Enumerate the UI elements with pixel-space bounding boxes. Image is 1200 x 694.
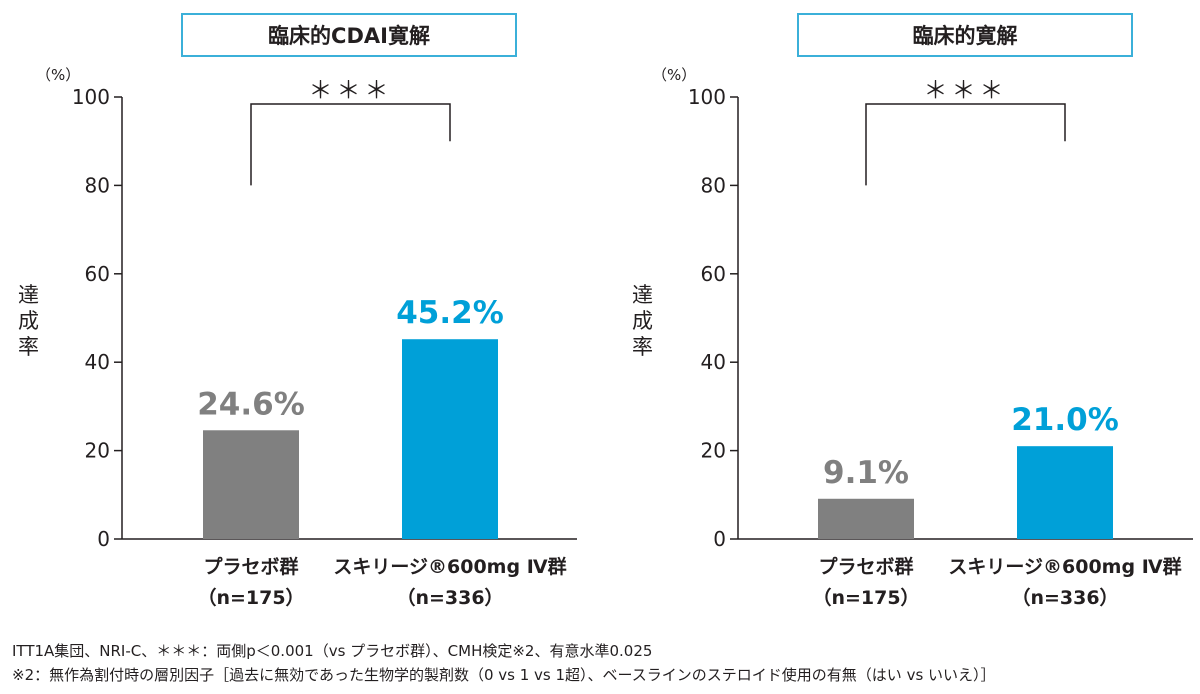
- bar-value-label: 24.6%: [197, 386, 305, 422]
- y-axis-label-char: 成: [632, 309, 653, 333]
- x-category-label: スキリージ®600mg Ⅳ群: [948, 555, 1181, 578]
- y-tick-label: 60: [85, 262, 110, 286]
- chart-title-box: [181, 13, 517, 57]
- significance-label: ＊＊＊: [924, 76, 1008, 104]
- x-category-label: プラセボ群: [818, 555, 913, 578]
- x-category-n: （n=336）: [396, 586, 503, 609]
- significance-label: ＊＊＊: [309, 76, 393, 104]
- y-tick-label: 40: [701, 350, 726, 374]
- x-category-n: （n=175）: [812, 586, 919, 609]
- bar: [818, 498, 914, 539]
- y-tick-label: 40: [85, 350, 110, 374]
- chart-title: 臨床的CDAI寛解: [268, 24, 430, 48]
- bar: [1017, 446, 1113, 539]
- y-axis-label-char: 率: [632, 335, 653, 359]
- footnote-2: ※2：無作為割付時の層別因子［過去に無効であった生物学的製剤数（0 vs 1 v…: [12, 666, 996, 684]
- y-axis-label-char: 達: [18, 283, 39, 307]
- y-tick-label: 60: [701, 262, 726, 286]
- x-category-n: （n=336）: [1011, 586, 1118, 609]
- x-category-label: スキリージ®600mg Ⅳ群: [333, 555, 566, 578]
- y-tick-label: 80: [701, 173, 726, 197]
- y-tick-label: 20: [85, 439, 110, 463]
- y-axis-label-char: 達: [632, 283, 653, 307]
- significance-bracket: [865, 103, 1066, 186]
- y-tick-label: 100: [72, 85, 110, 109]
- y-tick-label: 20: [701, 439, 726, 463]
- bar: [402, 339, 498, 539]
- y-tick-label: 0: [713, 527, 726, 551]
- footnote-1: ITT1A集団、NRI-C、＊＊＊：両側p＜0.001（vs プラセボ群）、CM…: [12, 642, 653, 660]
- y-tick-label: 0: [97, 527, 110, 551]
- chart-area: 臨床的CDAI寛解（%）達成率02040608010024.6%プラセボ群（n=…: [18, 13, 1193, 609]
- bar: [203, 430, 299, 539]
- y-axis-unit: （%）: [36, 66, 80, 84]
- x-category-label: プラセボ群: [203, 555, 298, 578]
- y-axis-label-char: 成: [18, 309, 39, 333]
- y-axis-unit: （%）: [652, 66, 696, 84]
- y-tick-label: 80: [85, 173, 110, 197]
- x-category-n: （n=175）: [197, 586, 304, 609]
- significance-bracket: [250, 103, 451, 186]
- y-axis-label-char: 率: [18, 335, 39, 359]
- bar-value-label: 45.2%: [396, 295, 504, 331]
- bar-value-label: 21.0%: [1011, 402, 1119, 438]
- chart-title-box: [797, 13, 1133, 57]
- y-tick-label: 100: [688, 85, 726, 109]
- bar-value-label: 9.1%: [823, 455, 909, 491]
- chart-title: 臨床的寛解: [913, 24, 1018, 48]
